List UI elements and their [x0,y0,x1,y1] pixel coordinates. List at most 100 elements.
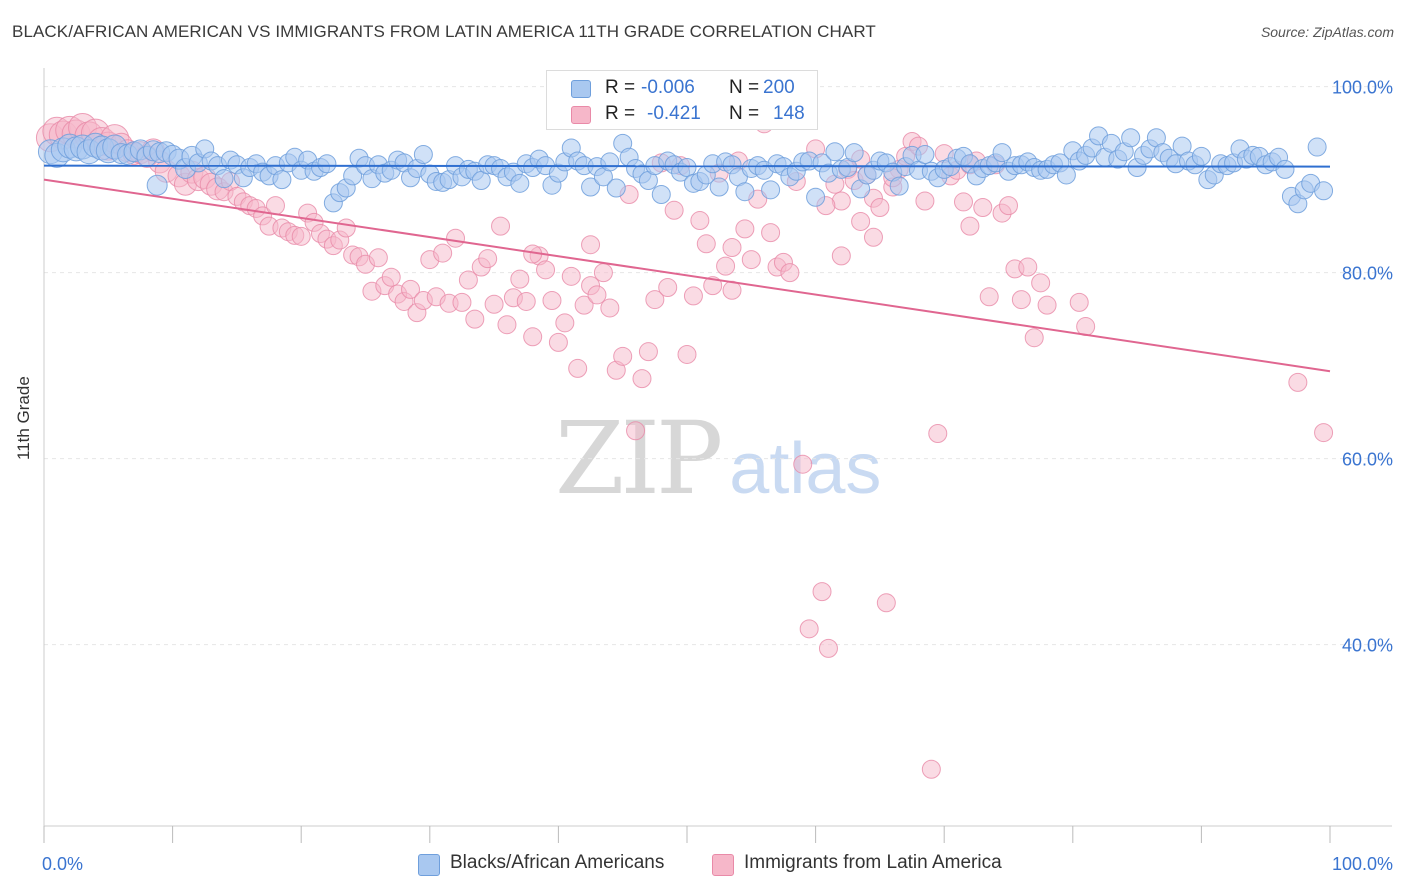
point-latin-america [484,294,504,314]
point-latin-america [465,309,485,329]
point-black [761,180,781,200]
point-latin-america [818,638,838,658]
y-tick-label: 40.0% [1342,636,1393,656]
point-latin-america [510,269,530,289]
point-latin-america [1314,423,1334,443]
point-latin-america [516,291,536,311]
trend-line-latin-america [43,178,1331,373]
series-latin-america-points [35,113,1334,779]
point-black [343,166,363,186]
point-latin-america [812,582,832,602]
tick-labels: 100.0% 80.0% 60.0% 40.0% 0.0% 100.0% [42,78,1393,874]
point-latin-america [683,286,703,306]
point-latin-america [921,759,941,779]
point-latin-america [587,285,607,305]
point-latin-america [716,256,736,276]
point-latin-america [761,223,781,243]
point-black [1056,165,1076,185]
point-black [413,144,433,164]
point-latin-america [478,249,498,269]
point-latin-america [542,291,562,311]
point-latin-america [1037,295,1057,315]
point-black [1121,128,1141,148]
point-latin-america [581,235,601,255]
point-latin-america [876,593,896,613]
point-latin-america [1031,273,1051,293]
x-tick-label: 0.0% [42,854,83,874]
point-black [735,182,755,202]
point-black [214,169,234,189]
point-latin-america [433,243,453,263]
point-latin-america [664,200,684,220]
legend-swatch-blue [571,80,591,98]
point-latin-america [555,313,575,333]
legend-row-black: R = -0.006 N = 200 [547,75,817,101]
trend-lines [43,164,1331,373]
bottom-legend-swatch-blue [418,854,440,876]
point-latin-america [536,260,556,280]
point-latin-america [336,218,356,238]
point-latin-america [703,276,723,296]
bottom-legend-label: Blacks/African Americans [450,852,665,873]
point-latin-america [1024,328,1044,348]
legend-n-label: N = [729,77,760,98]
point-latin-america [600,298,620,318]
point-latin-america [491,216,511,236]
point-latin-america [452,292,472,312]
legend-n-label: N = [729,103,760,124]
point-latin-america [381,267,401,287]
point-latin-america [497,315,517,335]
point-black [606,178,626,198]
legend-r-label: R = [605,103,636,124]
point-black [1191,146,1211,166]
point-latin-america [690,211,710,231]
point-black [889,176,909,196]
point-black [600,152,620,172]
point-latin-america [658,277,678,297]
legend-swatch-pink [571,106,591,124]
point-latin-america [265,196,285,216]
point-black [677,158,697,178]
point-black [471,171,491,191]
point-latin-america [928,424,948,444]
point-latin-america [979,287,999,307]
point-latin-america [645,290,665,310]
point-latin-america [1011,290,1031,310]
point-latin-america [973,198,993,218]
point-latin-america [561,266,581,286]
point-latin-america [401,279,421,299]
legend-n-value: 148 [773,103,805,124]
point-black [146,174,168,196]
point-latin-america [523,327,543,347]
point-black [825,142,845,162]
point-black [581,177,601,197]
chart-title: BLACK/AFRICAN AMERICAN VS IMMIGRANTS FRO… [12,22,876,41]
bottom-legend-swatch-pink [712,854,734,876]
point-latin-america [368,248,388,268]
point-latin-america [632,369,652,389]
point-latin-america [677,344,697,364]
point-latin-america [851,211,871,231]
point-black [272,170,292,190]
point-latin-america [548,332,568,352]
point-latin-america [613,346,633,366]
legend-r-value: -0.421 [647,103,701,124]
point-black [1314,181,1334,201]
point-latin-america [780,263,800,283]
point-latin-america [1288,372,1308,392]
legend-n-value: 200 [763,77,795,98]
point-latin-america [696,234,716,254]
bottom-legend-label: Immigrants from Latin America [744,852,1002,873]
point-black [317,154,337,174]
point-latin-america [446,228,466,248]
point-latin-america [863,227,883,247]
point-black [1307,137,1327,157]
point-latin-america [574,295,594,315]
point-latin-america [568,358,588,378]
point-latin-america [953,192,973,212]
y-axis-label: 11th Grade [14,376,33,460]
point-latin-america [638,342,658,362]
point-black [806,187,826,207]
point-latin-america [831,246,851,266]
point-black [709,177,729,197]
